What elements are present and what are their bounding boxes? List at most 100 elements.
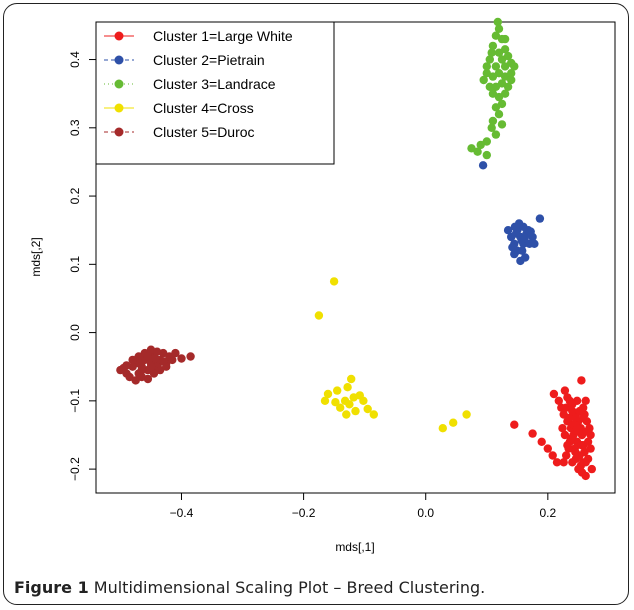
data-point [331, 398, 340, 407]
data-point [587, 464, 596, 474]
data-point [128, 355, 137, 365]
legend-item: Cluster 5=Duroc [104, 124, 255, 140]
data-point [329, 277, 339, 286]
data-point [582, 427, 592, 436]
data-point [494, 48, 504, 57]
plot-area-border [95, 21, 616, 494]
data-point [500, 34, 510, 44]
x-axis-label: mds[,1] [335, 540, 374, 554]
data-point [168, 355, 177, 365]
data-point [510, 420, 519, 429]
data-point [314, 311, 324, 320]
data-point [146, 362, 156, 371]
data-point [563, 441, 572, 450]
data-point [507, 69, 516, 78]
data-point [488, 72, 498, 81]
data-point [500, 62, 510, 71]
legend-label: Cluster 1=Large White [153, 28, 293, 44]
axes: −0.4 −0.2 0.0 0.2 −0.2 −0.1 0.0 0.1 0.2 0.3 0.4 [68, 51, 556, 520]
data-point [135, 359, 145, 368]
data-point [568, 406, 577, 416]
data-point [159, 357, 168, 366]
data-point [537, 437, 546, 446]
data-point [576, 461, 585, 470]
data-point [510, 62, 519, 71]
data-point [149, 369, 159, 378]
series-cluster-4 [314, 277, 471, 433]
data-point [577, 441, 586, 450]
data-point [530, 239, 539, 248]
data-point [510, 249, 519, 259]
data-point [572, 424, 582, 433]
data-point [583, 437, 593, 446]
data-point [562, 451, 571, 460]
legend-item: Cluster 4=Cross [104, 100, 254, 116]
data-point [559, 458, 568, 467]
data-point [568, 400, 577, 409]
data-point [518, 246, 527, 255]
data-point [503, 82, 513, 92]
data-point [586, 444, 595, 453]
y-tick-label: −0.2 [68, 457, 82, 481]
y-tick-label: 0.3 [68, 119, 82, 136]
data-point [473, 147, 482, 156]
data-point [508, 243, 517, 252]
legend-item: Cluster 1=Large White [104, 28, 293, 44]
data-point [363, 404, 372, 414]
data-point [491, 31, 501, 40]
data-point [137, 365, 146, 375]
data-point [343, 383, 352, 392]
data-point [482, 150, 491, 160]
series-cluster-5 [116, 345, 195, 385]
data-point [488, 89, 498, 98]
figure-caption-text: Multidimensional Scaling Plot – Breed Cl… [88, 578, 486, 597]
legend-label: Cluster 3=Landrace [153, 76, 276, 92]
data-point [560, 430, 570, 440]
data-point [320, 396, 330, 405]
legend-box [95, 21, 335, 165]
data-point [558, 424, 567, 433]
legend-marker [114, 79, 124, 89]
x-tick-label: −0.2 [292, 506, 316, 520]
data-point [548, 451, 557, 460]
data-point [482, 137, 491, 146]
y-tick-label: 0.2 [68, 187, 82, 204]
data-point [177, 354, 186, 363]
data-point [500, 72, 510, 81]
data-point [369, 410, 378, 419]
data-point [347, 374, 356, 384]
legend: Cluster 1=Large White Cluster 2=Pietrain C… [95, 21, 335, 165]
data-point [482, 62, 491, 71]
data-point [485, 82, 494, 92]
data-point [323, 389, 333, 399]
data-point [526, 227, 535, 236]
data-point [577, 376, 586, 385]
x-tick-label: 0.0 [417, 506, 434, 520]
data-point [152, 347, 162, 356]
data-point [143, 374, 153, 384]
data-point [351, 406, 360, 416]
data-point [134, 352, 143, 361]
data-point [528, 429, 537, 438]
data-point [494, 110, 504, 119]
data-point [503, 51, 513, 61]
data-point [143, 352, 153, 361]
data-point [359, 396, 368, 405]
series-cluster-2 [478, 161, 545, 266]
figure-caption-label: Figure 1 [14, 578, 89, 597]
data-point [336, 403, 345, 412]
data-point [552, 458, 562, 467]
data-point [580, 447, 589, 457]
data-point [497, 79, 507, 88]
data-point [575, 406, 584, 416]
figure-caption: Figure 1 Multidimensional Scaling Plot –… [14, 578, 485, 597]
data-points [116, 17, 596, 481]
y-tick-label: 0.4 [68, 51, 82, 68]
data-point [566, 434, 576, 443]
data-point [482, 69, 491, 78]
y-tick-label: 0.1 [68, 256, 82, 273]
data-point [565, 413, 574, 423]
y-tick-label: −0.1 [68, 389, 82, 413]
data-point [491, 82, 501, 92]
data-point [543, 444, 552, 453]
